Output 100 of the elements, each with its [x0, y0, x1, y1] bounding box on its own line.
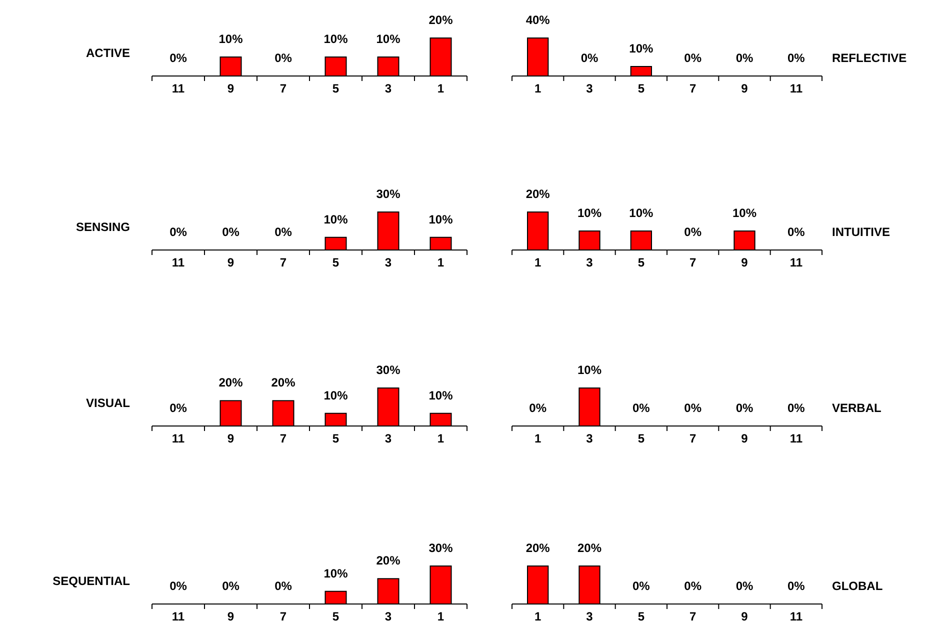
y-axis-title: GLOBAL [832, 579, 883, 593]
data-label: 10% [732, 206, 757, 220]
data-label: 10% [324, 32, 348, 46]
data-label: 0% [632, 579, 650, 593]
x-tick-label: 1 [437, 610, 444, 624]
data-label: 0% [787, 225, 806, 239]
data-label: 0% [632, 401, 650, 415]
data-label: 10% [629, 42, 654, 56]
x-tick-label: 11 [172, 610, 185, 624]
x-tick-label: 7 [280, 82, 287, 96]
data-label: 0% [274, 225, 292, 239]
data-label: 0% [684, 579, 702, 593]
x-tick-label: 7 [689, 432, 696, 446]
x-tick-label: 9 [227, 256, 234, 270]
data-label: 20% [218, 376, 244, 390]
data-label: 0% [274, 51, 292, 65]
data-label: 10% [324, 212, 348, 226]
data-label: 30% [376, 187, 401, 201]
x-tick-label: 3 [384, 610, 392, 624]
x-tick-label: 1 [534, 610, 542, 624]
x-tick-label: 5 [332, 82, 340, 96]
data-label: 0% [787, 51, 806, 65]
y-axis-title: REFLECTIVE [832, 51, 907, 65]
x-tick-label: 1 [534, 256, 542, 270]
x-tick-label: 3 [586, 256, 594, 270]
data-label: 0% [170, 579, 188, 593]
data-label: 0% [684, 401, 702, 415]
data-label: 10% [218, 32, 244, 46]
x-tick-label: 7 [280, 256, 287, 270]
x-tick-label: 3 [384, 256, 392, 270]
data-label: 10% [577, 206, 602, 220]
x-tick-label: 9 [741, 432, 748, 446]
data-label: 10% [428, 388, 454, 402]
data-label: 20% [428, 13, 454, 27]
data-label: 20% [271, 376, 296, 390]
data-label: 0% [529, 401, 547, 415]
data-label: 0% [684, 225, 702, 239]
x-tick-label: 11 [172, 256, 185, 270]
data-label: 20% [577, 541, 602, 555]
data-label: 20% [526, 541, 550, 555]
x-tick-label: 5 [332, 256, 340, 270]
y-axis-title: VERBAL [832, 401, 882, 415]
data-label: 0% [222, 579, 240, 593]
data-label: 10% [577, 363, 602, 377]
y-axis-title: ACTIVE [86, 46, 130, 60]
x-tick-label: 3 [384, 82, 392, 96]
data-label: 0% [170, 401, 188, 415]
x-tick-label: 7 [280, 432, 287, 446]
data-label: 30% [376, 363, 401, 377]
x-tick-label: 7 [280, 610, 287, 624]
y-axis-title: INTUITIVE [832, 225, 890, 239]
x-tick-label: 3 [586, 432, 594, 446]
data-label: 0% [787, 401, 806, 415]
y-axis-title: VISUAL [86, 396, 130, 410]
data-label: 10% [324, 566, 348, 580]
x-tick-label: 5 [332, 610, 340, 624]
data-label: 0% [170, 51, 188, 65]
y-axis-title: SEQUENTIAL [52, 574, 130, 588]
data-label: 0% [736, 579, 754, 593]
x-tick-label: 9 [741, 256, 748, 270]
x-tick-label: 1 [534, 82, 542, 96]
data-label: 30% [428, 541, 454, 555]
x-tick-label: 5 [638, 82, 645, 96]
x-tick-label: 5 [638, 256, 645, 270]
x-tick-label: 9 [741, 610, 748, 624]
data-label: 10% [376, 32, 401, 46]
x-tick-label: 7 [689, 610, 696, 624]
data-label: 0% [736, 401, 754, 415]
data-label: 0% [684, 51, 702, 65]
x-tick-label: 9 [741, 82, 748, 96]
data-label: 20% [526, 187, 550, 201]
x-tick-label: 11 [790, 432, 803, 446]
x-tick-label: 11 [172, 82, 185, 96]
data-label: 0% [580, 51, 598, 65]
x-tick-label: 11 [790, 82, 803, 96]
x-tick-label: 3 [586, 610, 594, 624]
x-tick-label: 11 [790, 610, 803, 624]
data-label: 0% [736, 51, 754, 65]
data-label: 10% [428, 212, 454, 226]
x-tick-label: 1 [437, 432, 444, 446]
data-label: 0% [787, 579, 806, 593]
x-tick-label: 1 [437, 82, 444, 96]
x-tick-label: 11 [172, 432, 185, 446]
x-tick-label: 3 [586, 82, 594, 96]
x-tick-label: 5 [638, 610, 645, 624]
data-label: 10% [324, 388, 348, 402]
x-tick-label: 1 [437, 256, 444, 270]
y-axis-title: SENSING [76, 220, 130, 234]
data-label: 10% [629, 206, 654, 220]
x-tick-label: 9 [227, 610, 234, 624]
x-tick-label: 1 [534, 432, 542, 446]
x-tick-label: 7 [689, 82, 696, 96]
x-tick-label: 5 [332, 432, 340, 446]
data-label: 40% [526, 13, 550, 27]
data-label: 0% [274, 579, 292, 593]
x-tick-label: 9 [227, 82, 234, 96]
data-label: 0% [170, 225, 188, 239]
x-tick-label: 7 [689, 256, 696, 270]
x-tick-label: 3 [384, 432, 392, 446]
x-tick-label: 11 [790, 256, 803, 270]
